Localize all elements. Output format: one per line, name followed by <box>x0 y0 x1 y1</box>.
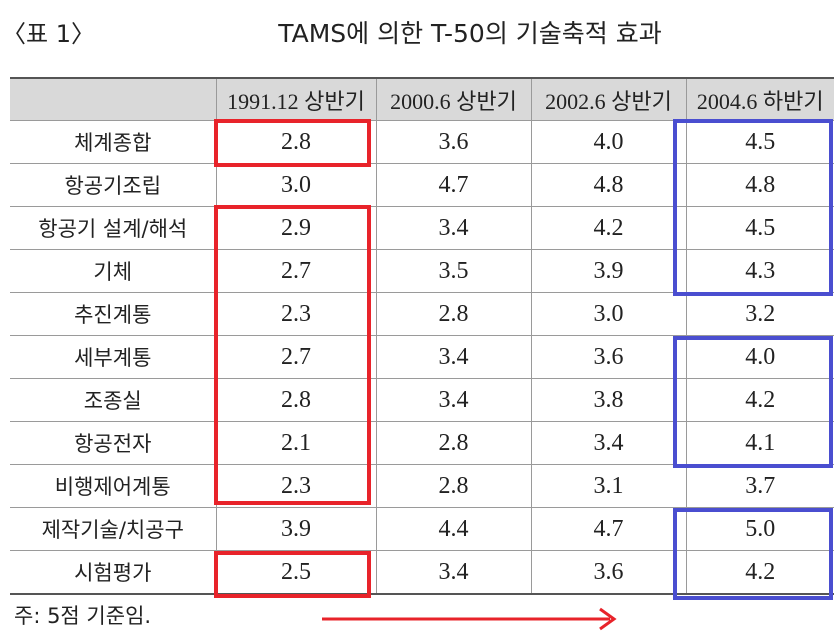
value-cell: 4.8 <box>685 163 834 207</box>
value-cell: 3.4 <box>375 550 532 595</box>
table-row: 체계종합 2.8 3.6 4.0 4.5 <box>10 120 834 164</box>
table-row: 조종실 2.8 3.4 3.8 4.2 <box>10 378 834 422</box>
table-title: TAMS에 의한 T-50의 기술축적 효과 <box>278 19 662 48</box>
value-cell: 4.2 <box>685 378 834 422</box>
value-cell: 3.5 <box>375 249 532 293</box>
value-cell: 2.8 <box>375 464 532 508</box>
value-cell: 2.3 <box>215 464 377 508</box>
value-cell: 4.0 <box>530 120 687 164</box>
footnote: 주: 5점 기준임. <box>14 604 152 628</box>
table-row: 제작기술/치공구 3.9 4.4 4.7 5.0 <box>10 507 834 551</box>
value-cell: 2.8 <box>215 120 377 164</box>
value-cell: 4.1 <box>685 421 834 465</box>
row-label: 세부계통 <box>10 335 217 379</box>
value-cell: 2.8 <box>375 292 532 336</box>
data-table: 1991.12 상반기 2000.6 상반기 2002.6 상반기 2004.6… <box>10 77 834 595</box>
value-cell: 4.5 <box>685 206 834 250</box>
column-header: 1991.12 상반기 <box>215 77 377 121</box>
value-cell: 3.1 <box>530 464 687 508</box>
value-cell: 4.7 <box>530 507 687 551</box>
column-header: 2004.6 하반기 <box>685 77 834 121</box>
table-row: 세부계통 2.7 3.4 3.6 4.0 <box>10 335 834 379</box>
column-header: 2000.6 상반기 <box>375 77 532 121</box>
right-arrow-icon <box>322 607 617 631</box>
value-cell: 3.4 <box>375 335 532 379</box>
value-cell: 2.5 <box>215 550 377 595</box>
value-cell: 3.9 <box>215 507 377 551</box>
value-cell: 4.2 <box>530 206 687 250</box>
table-row: 시험평가 2.5 3.4 3.6 4.2 <box>10 550 834 595</box>
table-row: 항공기조립 3.0 4.7 4.8 4.8 <box>10 163 834 207</box>
value-cell: 4.2 <box>685 550 834 595</box>
row-label: 항공기조립 <box>10 163 217 207</box>
value-cell: 3.0 <box>215 163 377 207</box>
table-row: 항공전자 2.1 2.8 3.4 4.1 <box>10 421 834 465</box>
value-cell: 3.4 <box>375 378 532 422</box>
value-cell: 4.0 <box>685 335 834 379</box>
value-cell: 2.9 <box>215 206 377 250</box>
table-row: 항공기 설계/해석 2.9 3.4 4.2 4.5 <box>10 206 834 250</box>
header-row: 1991.12 상반기 2000.6 상반기 2002.6 상반기 2004.6… <box>10 77 834 121</box>
value-cell: 3.8 <box>530 378 687 422</box>
row-label: 항공기 설계/해석 <box>10 206 217 250</box>
row-label: 항공전자 <box>10 421 217 465</box>
value-cell: 3.4 <box>375 206 532 250</box>
row-label: 제작기술/치공구 <box>10 507 217 551</box>
value-cell: 2.8 <box>215 378 377 422</box>
value-cell: 3.9 <box>530 249 687 293</box>
row-label: 추진계통 <box>10 292 217 336</box>
value-cell: 2.1 <box>215 421 377 465</box>
row-label: 기체 <box>10 249 217 293</box>
value-cell: 3.7 <box>685 464 834 508</box>
value-cell: 2.7 <box>215 249 377 293</box>
table-row: 기체 2.7 3.5 3.9 4.3 <box>10 249 834 293</box>
value-cell: 4.7 <box>375 163 532 207</box>
column-header: 2002.6 상반기 <box>530 77 687 121</box>
value-cell: 3.6 <box>375 120 532 164</box>
row-label: 체계종합 <box>10 120 217 164</box>
value-cell: 3.0 <box>530 292 687 336</box>
value-cell: 2.7 <box>215 335 377 379</box>
value-cell: 3.4 <box>530 421 687 465</box>
table-row: 비행제어계통 2.3 2.8 3.1 3.7 <box>10 464 834 508</box>
value-cell: 2.8 <box>375 421 532 465</box>
table-row: 추진계통 2.3 2.8 3.0 3.2 <box>10 292 834 336</box>
row-label: 비행제어계통 <box>10 464 217 508</box>
value-cell: 3.2 <box>685 292 834 336</box>
value-cell: 2.3 <box>215 292 377 336</box>
value-cell: 3.6 <box>530 335 687 379</box>
row-label: 시험평가 <box>10 550 217 595</box>
table-number: 〈표 1〉 <box>2 20 95 48</box>
value-cell: 4.8 <box>530 163 687 207</box>
corner-cell <box>10 77 217 121</box>
value-cell: 4.5 <box>685 120 834 164</box>
value-cell: 4.3 <box>685 249 834 293</box>
row-label: 조종실 <box>10 378 217 422</box>
value-cell: 3.6 <box>530 550 687 595</box>
value-cell: 5.0 <box>685 507 834 551</box>
value-cell: 4.4 <box>375 507 532 551</box>
